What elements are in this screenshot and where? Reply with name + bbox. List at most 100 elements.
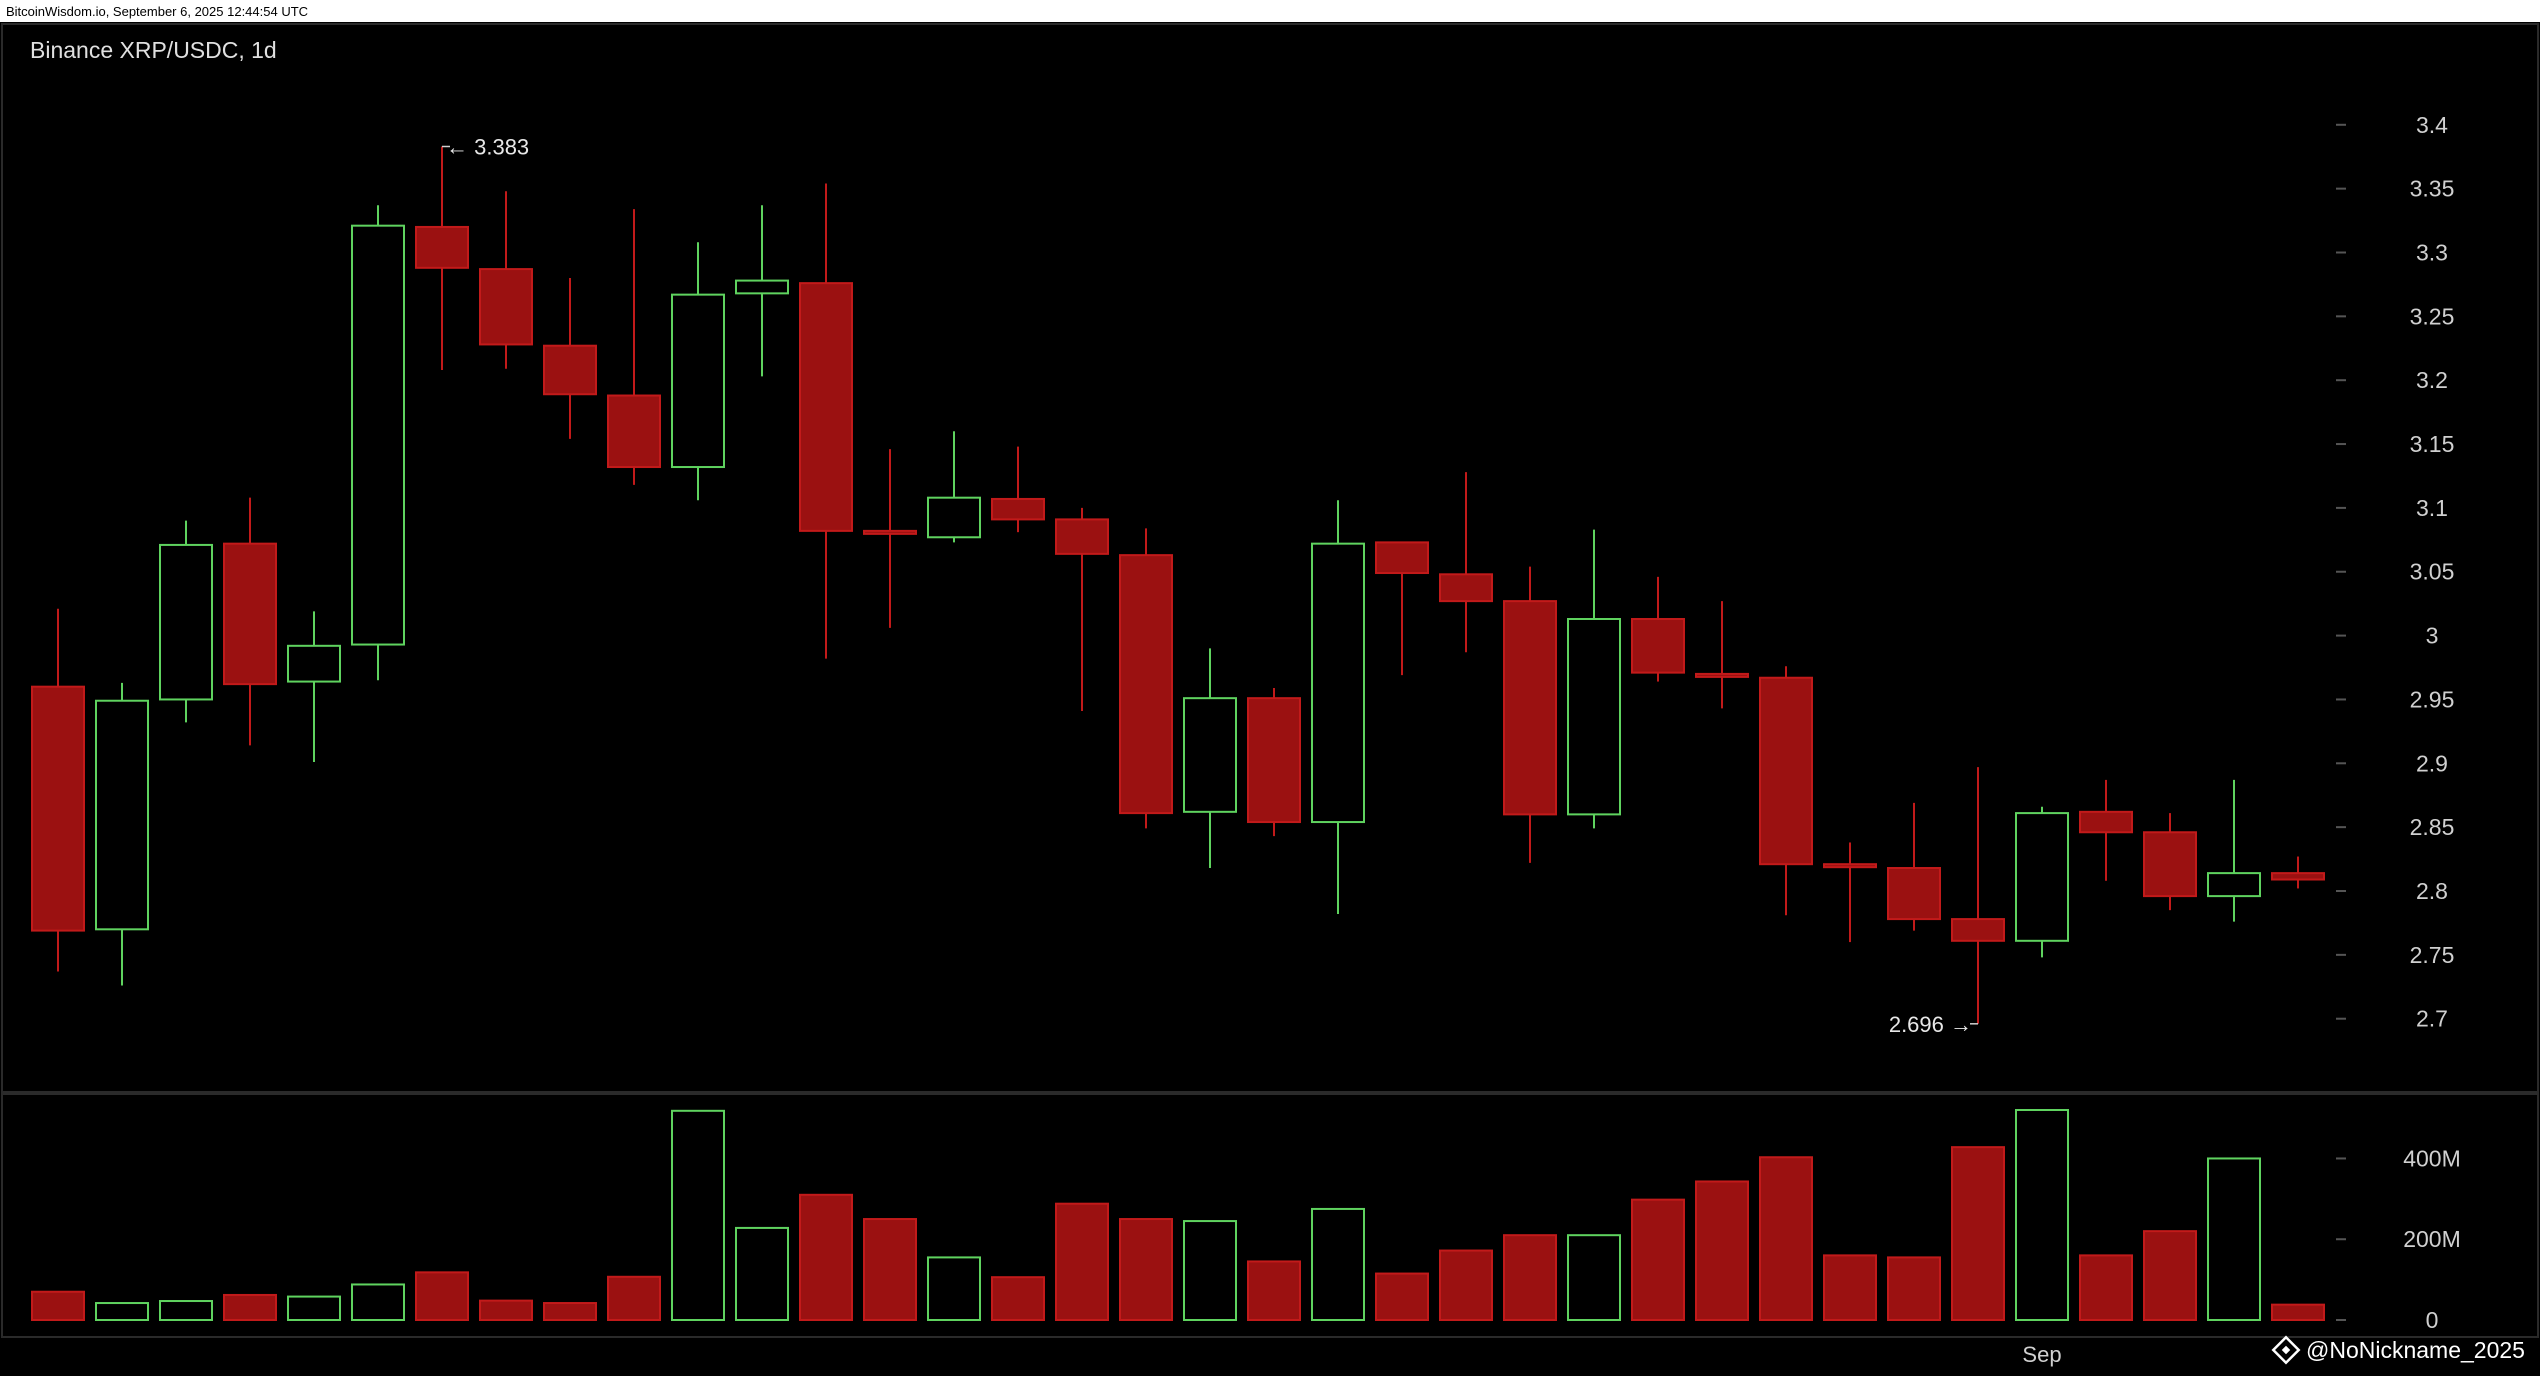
candle[interactable] — [1887, 802, 1941, 931]
candle[interactable] — [671, 242, 725, 501]
volume-bar[interactable] — [1887, 1256, 1941, 1321]
candle[interactable] — [2207, 779, 2261, 922]
volume-bar[interactable] — [927, 1256, 981, 1321]
candle[interactable] — [607, 209, 661, 485]
candle[interactable] — [1503, 566, 1557, 863]
candle[interactable] — [1439, 472, 1493, 653]
candle[interactable] — [1119, 528, 1173, 829]
volume-bar[interactable] — [479, 1299, 533, 1321]
volume-bar[interactable] — [95, 1302, 149, 1321]
volume-bar[interactable] — [863, 1218, 917, 1321]
volume-bar[interactable] — [2015, 1109, 2069, 1321]
volume-bar[interactable] — [607, 1275, 661, 1321]
volume-bar[interactable] — [351, 1283, 405, 1322]
volume-bar[interactable] — [1567, 1234, 1621, 1321]
volume-series — [31, 1109, 2325, 1322]
site-timestamp-text: BitcoinWisdom.io, September 6, 2025 12:4… — [6, 4, 308, 19]
extreme-markers: ← 3.383 2.696 → — [442, 134, 1978, 1037]
price-tick-label: 3.15 — [2410, 431, 2455, 457]
volume-bar[interactable] — [223, 1293, 277, 1322]
volume-bar[interactable] — [415, 1271, 469, 1322]
volume-bar[interactable] — [287, 1295, 341, 1321]
candle[interactable] — [863, 449, 917, 628]
volume-bar[interactable] — [1951, 1146, 2005, 1321]
candle[interactable] — [31, 608, 85, 972]
volume-bar[interactable] — [1439, 1249, 1493, 1321]
volume-bar[interactable] — [1759, 1156, 1813, 1321]
candle[interactable] — [1823, 842, 1877, 943]
candle[interactable] — [415, 146, 469, 370]
volume-bar[interactable] — [2207, 1157, 2261, 1322]
candle[interactable] — [543, 278, 597, 439]
candle-body — [1119, 554, 1173, 815]
volume-bar[interactable] — [1183, 1220, 1237, 1322]
candle-body — [2015, 812, 2069, 942]
candle[interactable] — [1055, 507, 1109, 711]
volume-bar[interactable] — [1055, 1202, 1109, 1321]
candle-body — [1567, 617, 1621, 816]
volume-bar[interactable] — [735, 1226, 789, 1322]
candle[interactable] — [95, 682, 149, 986]
candle[interactable] — [1567, 529, 1621, 829]
price-tick-label: 3 — [2426, 623, 2439, 649]
candle[interactable] — [2271, 856, 2325, 889]
candle-body — [1759, 676, 1813, 866]
candle-body — [1503, 600, 1557, 816]
candle-body — [607, 394, 661, 469]
price-tick-label: 2.9 — [2416, 750, 2448, 776]
candle[interactable] — [991, 446, 1045, 533]
candle[interactable] — [1951, 767, 2005, 1024]
candle[interactable] — [1311, 500, 1365, 914]
candle[interactable] — [1183, 648, 1237, 869]
volume-bar[interactable] — [1247, 1260, 1301, 1321]
price-tick-label: 2.95 — [2410, 686, 2455, 712]
volume-bar[interactable] — [1631, 1198, 1685, 1321]
volume-bar[interactable] — [543, 1302, 597, 1321]
candle-body — [927, 496, 981, 539]
volume-bar[interactable] — [1375, 1272, 1429, 1322]
volume-bar[interactable] — [159, 1300, 213, 1322]
candle[interactable] — [479, 191, 533, 369]
candle[interactable] — [735, 205, 789, 377]
volume-bar[interactable] — [1695, 1180, 1749, 1321]
candle[interactable] — [287, 611, 341, 763]
candle-body — [543, 344, 597, 396]
volume-bar[interactable] — [671, 1109, 725, 1322]
volume-bar[interactable] — [31, 1290, 85, 1321]
volume-bar[interactable] — [2143, 1230, 2197, 1321]
volume-bar[interactable] — [2271, 1303, 2325, 1321]
candle[interactable] — [799, 183, 853, 659]
candle[interactable] — [2079, 779, 2133, 881]
candle-body — [1439, 573, 1493, 603]
volume-bar[interactable] — [1503, 1234, 1557, 1321]
candle[interactable] — [2143, 813, 2197, 911]
volume-bar[interactable] — [1119, 1218, 1173, 1321]
candle-body — [671, 293, 725, 469]
candle[interactable] — [351, 205, 405, 681]
binance-diamond-icon — [2271, 1335, 2301, 1365]
volume-tick-label: 200M — [2403, 1226, 2461, 1252]
candle-body — [159, 543, 213, 701]
candle[interactable] — [1247, 687, 1301, 837]
candle-body — [1247, 697, 1301, 824]
candle[interactable] — [1759, 666, 1813, 916]
candle[interactable] — [2015, 806, 2069, 958]
price-tick-label: 2.7 — [2416, 1006, 2448, 1032]
candle[interactable] — [159, 520, 213, 723]
volume-bar[interactable] — [799, 1193, 853, 1322]
price-tick-label: 3.3 — [2416, 239, 2448, 265]
volume-bar[interactable] — [1823, 1254, 1877, 1322]
candle[interactable] — [1375, 541, 1429, 676]
candle[interactable] — [1631, 576, 1685, 682]
candle[interactable] — [1695, 601, 1749, 709]
volume-bar[interactable] — [991, 1276, 1045, 1321]
volume-bar[interactable] — [1311, 1207, 1365, 1321]
volume-panel-frame — [1, 1093, 2539, 1338]
candle[interactable] — [223, 497, 277, 746]
volume-bar[interactable] — [2079, 1254, 2133, 1322]
candle[interactable] — [927, 431, 981, 543]
candle-body — [1887, 867, 1941, 921]
header-bar — [0, 0, 2540, 22]
